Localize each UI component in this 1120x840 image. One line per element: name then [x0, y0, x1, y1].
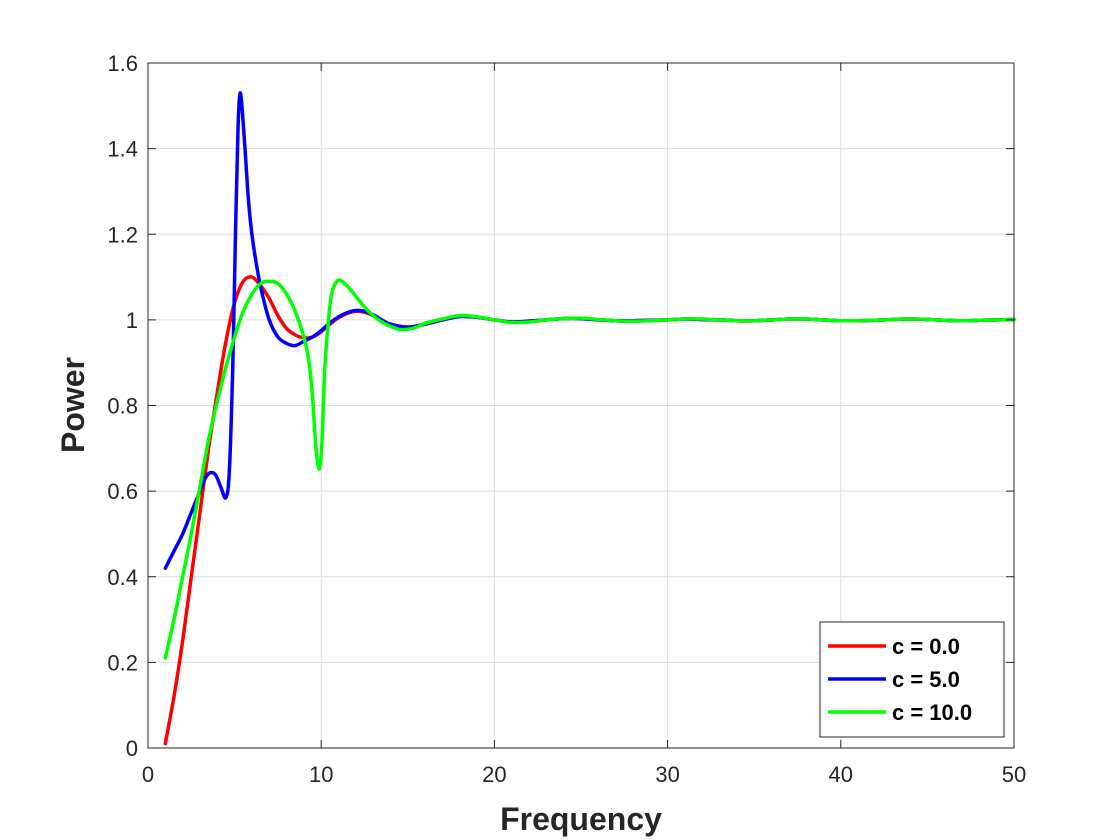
y-tick-label: 1 [126, 308, 138, 333]
x-tick-label: 10 [309, 762, 333, 787]
y-tick-label: 0.8 [107, 394, 138, 419]
x-tick-label: 0 [142, 762, 154, 787]
x-tick-label: 40 [829, 762, 853, 787]
y-tick-label: 0.4 [107, 565, 138, 590]
y-tick-label: 0 [126, 736, 138, 761]
legend-label-0: c = 0.0 [892, 634, 960, 659]
y-tick-label: 0.2 [107, 650, 138, 675]
y-tick-label: 1.6 [107, 51, 138, 76]
x-axis-label: Frequency [500, 801, 662, 837]
y-tick-label: 0.6 [107, 479, 138, 504]
y-axis-label: Power [55, 357, 91, 453]
series-lines [163, 91, 1016, 746]
legend: c = 0.0 c = 5.0 c = 10.0 [819, 621, 1005, 738]
x-tick-label: 50 [1002, 762, 1026, 787]
legend-label-1: c = 5.0 [892, 667, 960, 692]
x-tick-label: 20 [482, 762, 506, 787]
y-tick-label: 1.4 [107, 137, 138, 162]
series-line-2 [163, 278, 1016, 660]
axis-ticks [147, 62, 1015, 749]
legend-label-2: c = 10.0 [892, 700, 972, 725]
y-tick-label: 1.2 [107, 222, 138, 247]
x-tick-label: 30 [655, 762, 679, 787]
tick-labels: 0 10 20 30 40 50 0 0.2 0.4 0.6 0.8 1 1.2 1.4 1.6 [107, 51, 1026, 787]
